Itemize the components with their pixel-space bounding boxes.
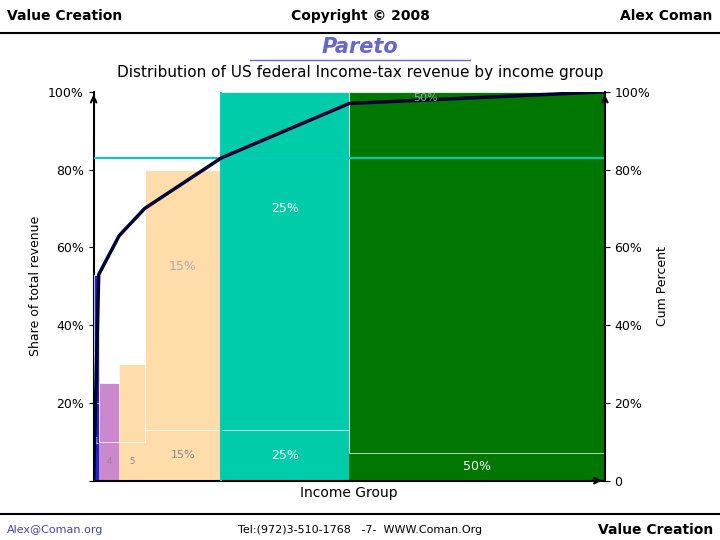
X-axis label: Income Group: Income Group [300,486,398,500]
Text: 4: 4 [107,457,112,465]
Text: 50%: 50% [413,93,438,104]
Text: Copyright © 2008: Copyright © 2008 [291,9,429,23]
Bar [120,364,145,442]
Text: Pareto: Pareto [322,37,398,57]
Text: 5: 5 [130,457,135,465]
Text: 50%: 50% [463,461,491,474]
Text: Distribution of US federal Income-tax revenue by income group: Distribution of US federal Income-tax re… [117,65,603,80]
Text: Value Creation: Value Creation [7,9,122,23]
Bar [99,383,120,442]
Text: Tel:(972)3-510-1768   -7-  WWW.Coman.Org: Tel:(972)3-510-1768 -7- WWW.Coman.Org [238,524,482,535]
Text: 1: 1 [94,437,99,446]
Text: 15%: 15% [171,450,195,460]
Bar [99,442,120,481]
Text: 15%: 15% [169,260,197,273]
Text: Alex@Coman.org: Alex@Coman.org [7,524,104,535]
Bar [349,454,605,481]
Text: Value Creation: Value Creation [598,523,713,537]
Text: 25%: 25% [271,449,300,462]
Bar [222,430,349,481]
Text: Alex Coman: Alex Coman [621,9,713,23]
Bar [94,274,99,403]
Bar [145,430,222,481]
Bar [222,92,349,430]
Bar [349,92,605,454]
Text: 25%: 25% [271,202,300,215]
Y-axis label: Cum Percent: Cum Percent [656,246,669,326]
Bar [120,442,145,481]
Bar [94,403,99,481]
Bar [145,170,222,430]
Y-axis label: Share of total revenue: Share of total revenue [30,216,42,356]
